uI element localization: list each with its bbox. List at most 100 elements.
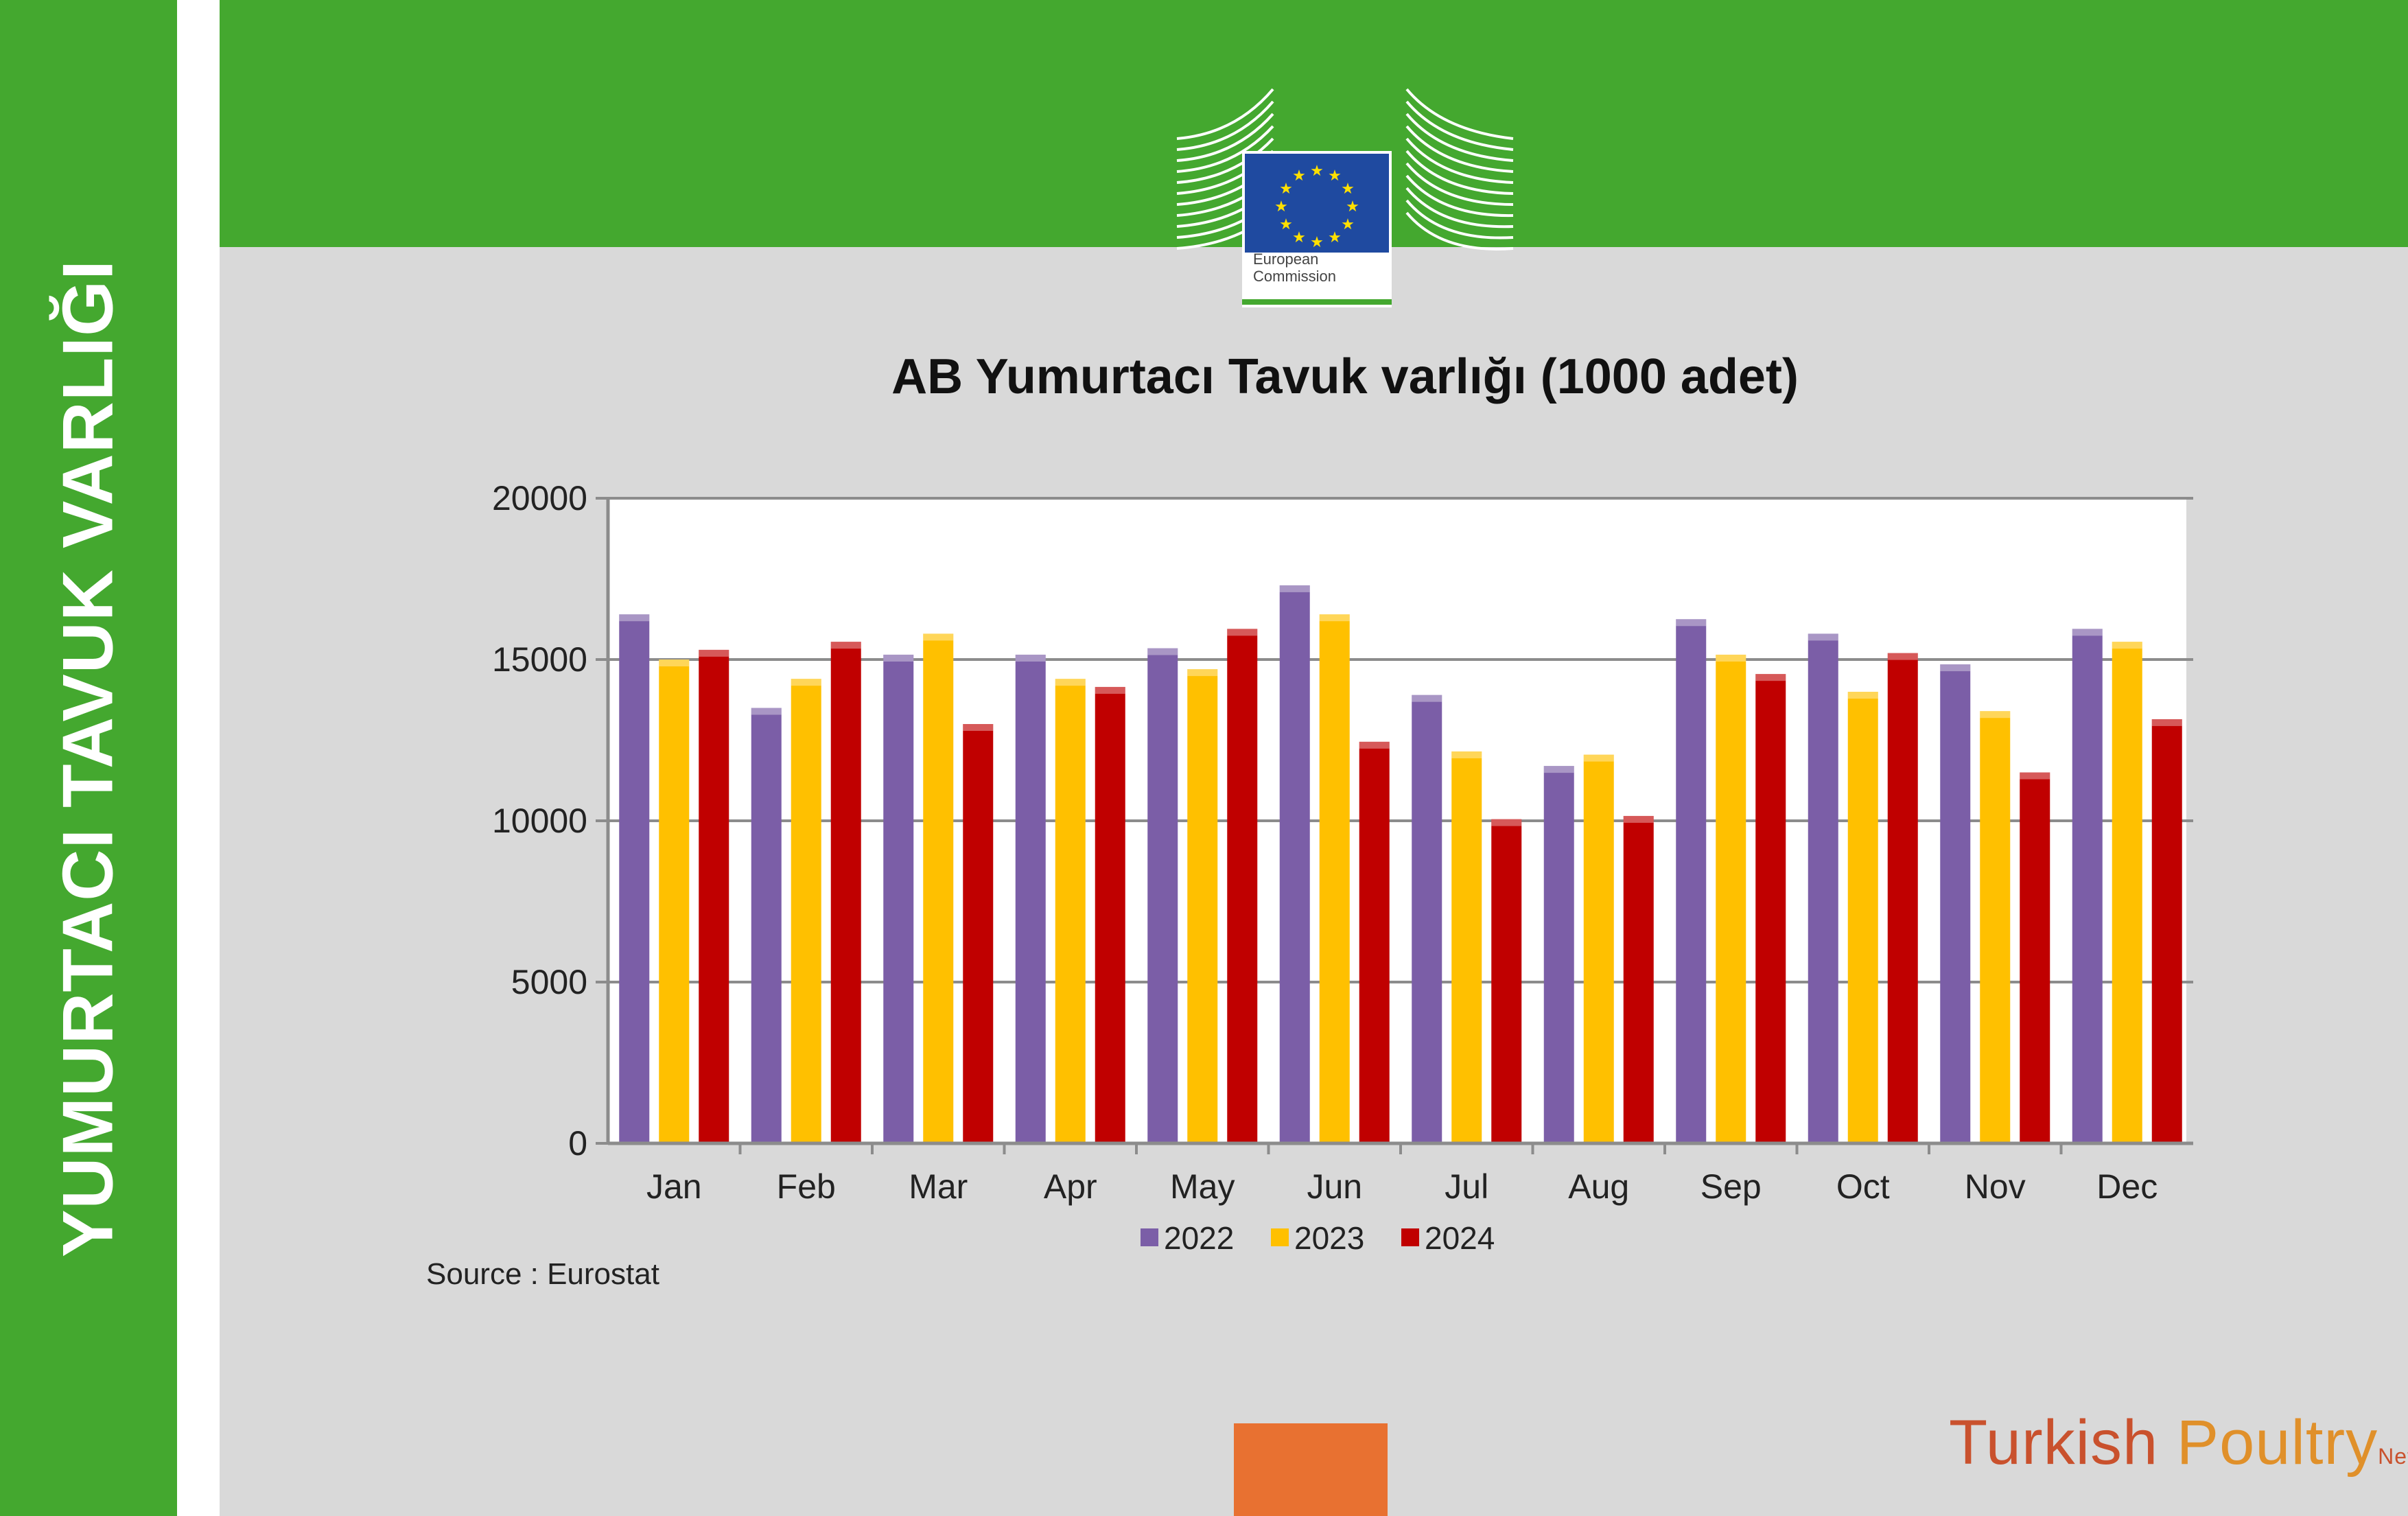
- x-tick-label: Sep: [1700, 1167, 1762, 1206]
- bar-2023-Aug: [1583, 754, 1614, 1143]
- bar-2022-Oct: [1808, 633, 1838, 1143]
- svg-text:★: ★: [1346, 198, 1359, 215]
- bar-2023-Jan: [659, 660, 690, 1143]
- bar-2022-Aug: [1543, 766, 1574, 1143]
- side-title: YUMURTACI TAVUK VARLIĞI: [48, 259, 128, 1257]
- bar-2023-Dec: [2112, 642, 2142, 1143]
- brand-first-word: Turkish: [1949, 1408, 2159, 1478]
- bar-top-highlight: [2112, 642, 2142, 649]
- side-band: [0, 0, 177, 1516]
- bar-2024-Apr: [1095, 686, 1125, 1143]
- bar-2022-Nov: [1940, 664, 1971, 1143]
- bar-top-highlight: [1543, 766, 1574, 773]
- bar-top-highlight: [2072, 629, 2103, 636]
- x-tick-label: Oct: [1836, 1167, 1890, 1206]
- bar-2022-Jul: [1412, 695, 1442, 1143]
- bar-top-highlight: [1491, 819, 1522, 826]
- bar-2024-Aug: [1623, 815, 1654, 1143]
- bar-top-highlight: [1055, 679, 1086, 686]
- gridlines: [596, 497, 2193, 1154]
- svg-text:★: ★: [1328, 167, 1342, 185]
- bar-2024-Feb: [830, 642, 861, 1143]
- eu-stars: ★ ★★★ ★★★★ ★★★★: [1274, 163, 1359, 251]
- bar-top-highlight: [1887, 653, 1918, 660]
- bar-2024-May: [1227, 629, 1258, 1143]
- bar-2023-Mar: [923, 633, 954, 1143]
- turkish-poultry-logo: Turkish PoultryNet: [1949, 1407, 2408, 1479]
- bar-top-highlight: [1095, 686, 1125, 694]
- svg-text:★: ★: [1328, 229, 1342, 246]
- x-tick-label: Apr: [1044, 1167, 1097, 1206]
- svg-text:★: ★: [1341, 180, 1355, 198]
- source-note: Source : Eurostat: [426, 1257, 659, 1291]
- svg-text:★: ★: [1279, 180, 1293, 198]
- brand-second-word: Poultry: [2176, 1408, 2378, 1478]
- x-tick-label: Jan: [646, 1167, 702, 1206]
- bar-top-highlight: [1279, 585, 1310, 592]
- legend-swatch-2023: [1271, 1228, 1289, 1246]
- y-tick-label: 0: [568, 1124, 587, 1163]
- bar-top-highlight: [1319, 614, 1350, 622]
- bar-2024-Jun: [1359, 741, 1390, 1143]
- logo-green-strip: [1242, 299, 1392, 305]
- bar-2022-Sep: [1676, 619, 1707, 1143]
- eu-flag: [1245, 154, 1389, 253]
- y-tick-label: 20000: [492, 479, 587, 517]
- bar-2023-Jun: [1319, 614, 1350, 1143]
- bar-top-highlight: [1015, 654, 1046, 662]
- logo-text-line2: Commission: [1253, 268, 1336, 285]
- bar-top-highlight: [1623, 815, 1654, 823]
- y-tick-label: 5000: [511, 963, 587, 1001]
- bar-top-highlight: [699, 649, 729, 657]
- orange-accent-block: [1234, 1423, 1388, 1516]
- x-tick-label: Aug: [1568, 1167, 1629, 1206]
- bar-top-highlight: [1359, 741, 1390, 749]
- bar-2022-Jun: [1279, 585, 1310, 1143]
- x-tick-label: Feb: [777, 1167, 836, 1206]
- bar-top-highlight: [2151, 719, 2182, 726]
- bar-2023-May: [1187, 669, 1218, 1143]
- bar-2023-Jul: [1451, 751, 1482, 1143]
- bar-2023-Apr: [1055, 679, 1086, 1143]
- bar-top-highlight: [619, 614, 650, 622]
- bar-top-highlight: [751, 708, 782, 715]
- bar-2024-Oct: [1887, 653, 1918, 1143]
- bar-2024-Jan: [699, 649, 729, 1143]
- legend-swatch-2024: [1401, 1228, 1419, 1246]
- bar-2023-Oct: [1847, 692, 1878, 1143]
- x-tick-label: Nov: [1965, 1167, 2026, 1206]
- bar-2022-Apr: [1015, 654, 1046, 1143]
- bar-top-highlight: [1847, 692, 1878, 699]
- legend-swatch-2022: [1141, 1228, 1158, 1246]
- bar-top-highlight: [1451, 751, 1482, 758]
- legend: 2022 2023 2024: [1141, 1220, 1495, 1256]
- european-commission-logo: ★ ★★★ ★★★★ ★★★★ European Commission: [1176, 88, 1514, 307]
- bar-top-highlight: [1980, 711, 2011, 719]
- svg-text:★: ★: [1279, 216, 1293, 233]
- y-tick-labels: 0 5000 10000 15000 20000: [492, 479, 587, 1163]
- bar-top-highlight: [791, 679, 821, 686]
- bar-2024-Mar: [963, 724, 994, 1143]
- chart-title: AB Yumurtacı Tavuk varlığı (1000 adet): [891, 349, 1799, 404]
- bar-2023-Feb: [791, 679, 821, 1143]
- x-tick-label: Dec: [2096, 1167, 2158, 1206]
- bar-2023-Nov: [1980, 711, 2011, 1143]
- bar-top-highlight: [2020, 772, 2050, 780]
- bar-top-highlight: [883, 654, 914, 662]
- bar-top-highlight: [1412, 695, 1442, 702]
- bar-top-highlight: [830, 642, 861, 649]
- bar-top-highlight: [963, 724, 994, 731]
- legend-label-2023: 2023: [1294, 1220, 1364, 1256]
- bar-2022-May: [1147, 648, 1178, 1143]
- bar-top-highlight: [1808, 633, 1838, 641]
- x-tick-label: Mar: [909, 1167, 968, 1206]
- bar-2023-Sep: [1716, 654, 1746, 1143]
- svg-text:★: ★: [1310, 234, 1324, 251]
- svg-text:★: ★: [1292, 167, 1306, 185]
- bar-top-highlight: [1940, 664, 1971, 672]
- bar-top-highlight: [1187, 669, 1218, 677]
- svg-text:★: ★: [1341, 216, 1355, 233]
- bar-2022-Jan: [619, 614, 650, 1143]
- x-tick-label: Jul: [1445, 1167, 1488, 1206]
